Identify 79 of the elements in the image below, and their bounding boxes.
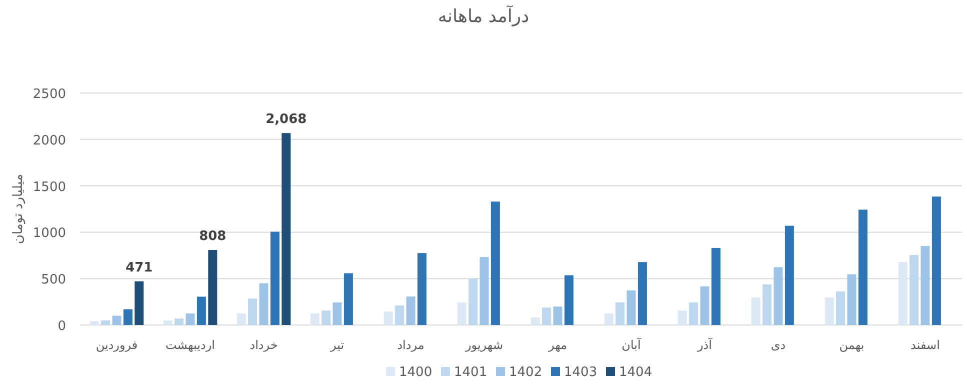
bar	[553, 306, 562, 325]
data-label: 471	[126, 260, 153, 276]
bar	[208, 250, 218, 325]
bar	[101, 320, 110, 325]
y-tick-label: 2000	[32, 133, 66, 148]
x-tick-label: دی	[770, 338, 786, 352]
data-label: 2,068	[266, 112, 307, 128]
bar	[678, 310, 687, 325]
x-tick-label: مرداد	[397, 338, 424, 352]
bar	[90, 321, 99, 325]
bar	[689, 302, 698, 325]
bar	[196, 296, 206, 325]
bar	[784, 226, 794, 325]
x-tick-label: اردیبهشت	[166, 338, 215, 352]
x-tick-label: بهمن	[839, 338, 864, 352]
bar	[480, 257, 489, 325]
bar	[626, 290, 636, 325]
bar	[112, 316, 122, 325]
bar	[910, 255, 919, 325]
bar	[762, 284, 772, 325]
bar	[163, 320, 172, 325]
bar	[384, 312, 393, 325]
bar	[123, 309, 132, 325]
legend-label: 1402	[509, 365, 542, 380]
bar	[638, 262, 647, 325]
legend-label: 1400	[399, 365, 432, 380]
bar	[174, 318, 184, 325]
x-tick-label: آبان	[622, 337, 642, 352]
bar	[332, 302, 342, 325]
bar	[824, 297, 834, 325]
bar	[774, 267, 783, 325]
y-axis-title: میلیارد تومان	[11, 174, 26, 244]
bar	[604, 314, 614, 325]
bar	[920, 246, 930, 325]
bar	[564, 275, 574, 325]
bar	[530, 318, 540, 325]
x-tick-label: اسفند	[910, 338, 940, 352]
x-tick-label: مهر	[547, 338, 568, 352]
bar	[836, 291, 846, 325]
bar	[932, 196, 941, 325]
bar	[616, 302, 625, 325]
x-tick-label: تیر	[329, 338, 344, 352]
bar	[186, 313, 195, 325]
bar	[457, 302, 466, 325]
y-tick-label: 0	[58, 319, 66, 334]
bar	[134, 281, 144, 325]
bar	[898, 262, 908, 325]
bar	[282, 133, 291, 325]
bar	[248, 298, 258, 325]
bar	[259, 283, 268, 325]
bar	[858, 210, 868, 325]
legend-label: 1403	[564, 365, 598, 380]
bar	[310, 313, 320, 325]
bar	[468, 278, 478, 325]
chart-title: درآمد ماهانه	[438, 5, 530, 27]
bar	[751, 297, 760, 325]
data-label: 808	[199, 229, 226, 244]
x-tick-label: شهریور	[464, 338, 504, 352]
legend-label: 1401	[454, 365, 488, 380]
y-tick-label: 2500	[32, 87, 66, 102]
bar	[322, 310, 331, 325]
bar	[711, 248, 720, 325]
bar	[542, 308, 552, 325]
y-tick-label: 1500	[32, 180, 66, 195]
bar	[490, 202, 500, 325]
y-tick-label: 500	[41, 272, 66, 288]
bar	[417, 253, 426, 325]
x-tick-label: خرداد	[250, 338, 278, 352]
bar	[395, 306, 404, 325]
bar	[847, 274, 856, 325]
bar	[406, 296, 416, 325]
bar	[270, 232, 280, 325]
legend-label: 1404	[619, 365, 652, 380]
y-tick-label: 1000	[32, 226, 66, 242]
x-tick-label: آذر	[696, 337, 713, 352]
bar	[700, 286, 710, 325]
x-tick-label: فروردین	[96, 338, 138, 352]
bar	[236, 313, 246, 325]
bar	[344, 273, 353, 325]
